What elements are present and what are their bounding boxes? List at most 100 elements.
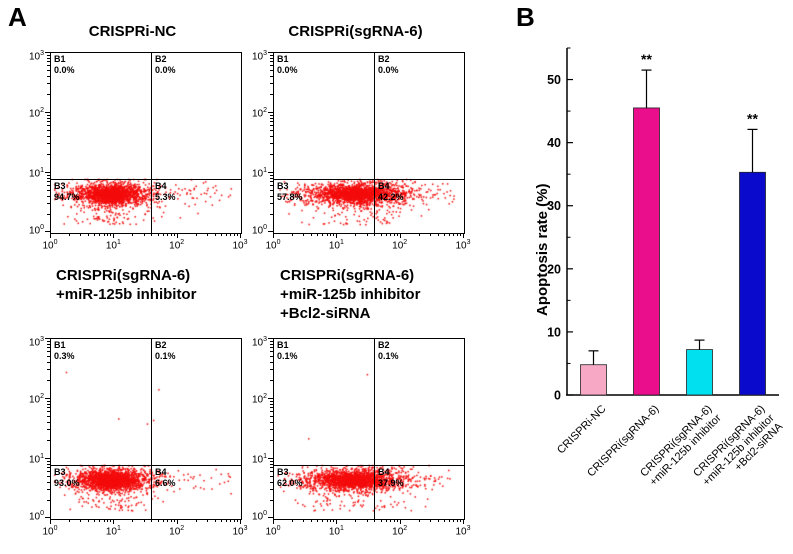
x-axis-minor-tick (157, 233, 159, 236)
x-axis-minor-tick (99, 519, 101, 522)
y-axis-minor-tick (270, 463, 273, 465)
y-tick-label: 50 (547, 73, 561, 87)
y-axis-minor-tick (47, 343, 50, 345)
y-axis-minor-tick (47, 125, 50, 127)
quadrant-label-b2: B2 0.1% (378, 340, 399, 361)
quadrant-name: B2 (378, 340, 390, 350)
x-tick-label: 102 (169, 525, 185, 538)
quadrant-name: B1 (277, 340, 289, 350)
y-axis-major-tick (268, 517, 273, 518)
quadrant-percentage: 0.0% (378, 64, 399, 75)
y-axis-minor-tick (47, 174, 50, 176)
quadrant-label-b3: B3 62.0% (277, 467, 303, 488)
y-axis-minor-tick (270, 499, 273, 501)
y-tick-label: 40 (547, 136, 561, 150)
y-axis-minor-tick (270, 135, 273, 137)
y-axis-minor-tick (47, 117, 50, 119)
quadrant-name: B2 (155, 340, 167, 350)
x-axis-minor-tick (88, 519, 90, 522)
y-axis-minor-tick (270, 379, 273, 381)
y-axis-major-tick (45, 458, 50, 459)
y-axis-minor-tick (47, 177, 50, 179)
flow-title-line: +Bcl2-siRNA (280, 305, 371, 322)
y-axis-minor-tick (47, 181, 50, 183)
y-axis-minor-tick (270, 343, 273, 345)
x-tick-label: 101 (105, 525, 121, 538)
y-axis-minor-tick (47, 499, 50, 501)
quadrant-label-b4: B4 42.2% (378, 181, 404, 202)
x-axis-minor-tick (389, 233, 391, 236)
y-axis-minor-tick (47, 121, 50, 123)
quadrant-name: B3 (54, 467, 66, 477)
flow-plot-sgrna6: B1 0.0% B2 0.0% B3 57.8% B4 42.2% 100 100 101 101 10… (243, 50, 471, 257)
quadrant-label-b4: B4 37.9% (378, 467, 404, 488)
x-axis-minor-tick (206, 233, 208, 236)
x-axis-major-tick (50, 233, 51, 238)
x-axis-minor-tick (206, 519, 208, 522)
quadrant-name: B2 (155, 54, 167, 64)
x-axis-minor-tick (80, 519, 82, 522)
x-axis-major-tick (240, 519, 241, 524)
x-axis-minor-tick (460, 519, 462, 522)
x-axis-minor-tick (132, 233, 134, 236)
x-axis-minor-tick (322, 233, 324, 236)
quadrant-name: B3 (54, 181, 66, 191)
significance-stars: ** (747, 110, 758, 126)
bar-3 (739, 171, 766, 396)
quadrant-label-b4: B4 5.3% (155, 181, 176, 202)
y-axis-minor-tick (47, 407, 50, 409)
quadrant-name: B4 (155, 181, 167, 191)
quadrant-label-b1: B1 0.1% (277, 340, 298, 361)
flow-title-line: +miR-125b inhibitor (280, 286, 421, 303)
x-axis-minor-tick (225, 519, 227, 522)
quadrant-hline (51, 465, 241, 466)
x-axis-minor-tick (94, 233, 96, 236)
x-axis-minor-tick (292, 519, 294, 522)
quadrant-percentage: 0.0% (155, 64, 176, 75)
y-axis-minor-tick (47, 400, 50, 402)
y-axis-major-tick (268, 398, 273, 399)
x-axis-minor-tick (225, 233, 227, 236)
quadrant-label-b3: B3 57.8% (277, 181, 303, 202)
y-axis-minor-tick (47, 114, 50, 116)
y-axis-minor-tick (270, 121, 273, 123)
x-axis-minor-tick (374, 519, 376, 522)
y-axis-minor-tick (47, 429, 50, 431)
y-axis-minor-tick (47, 361, 50, 363)
y-axis-minor-tick (270, 65, 273, 67)
quadrant-name: B4 (155, 467, 167, 477)
x-axis-minor-tick (195, 233, 197, 236)
y-tick-label: 102 (28, 107, 44, 120)
x-axis-minor-tick (322, 519, 324, 522)
x-axis-minor-tick (107, 519, 109, 522)
quadrant-label-b2: B2 0.0% (378, 54, 399, 75)
x-tick-label: 103 (232, 525, 248, 538)
x-axis-minor-tick (437, 233, 439, 236)
y-axis-major-tick (45, 338, 50, 339)
x-axis-minor-tick (366, 233, 368, 236)
x-axis-minor-tick (429, 233, 431, 236)
x-axis-minor-tick (233, 233, 235, 236)
y-axis-minor-tick (270, 471, 273, 473)
y-axis-minor-tick (47, 481, 50, 483)
y-axis-major-tick (45, 52, 50, 53)
y-axis-minor-tick (270, 181, 273, 183)
quadrant-percentage: 0.1% (378, 350, 399, 361)
y-axis-minor-tick (47, 61, 50, 63)
y-axis-minor-tick (270, 93, 273, 95)
x-axis-minor-tick (396, 233, 398, 236)
x-tick-label: 102 (392, 239, 408, 252)
y-tick-label: 101 (251, 453, 267, 466)
quadrant-name: B4 (378, 467, 390, 477)
flow-plot-box: B1 0.0% B2 0.0% B3 57.8% B4 42.2% (273, 52, 465, 234)
flow-scatter-dots (274, 339, 464, 519)
quadrant-name: B2 (378, 54, 390, 64)
x-axis-minor-tick (456, 519, 458, 522)
y-axis-minor-tick (270, 83, 273, 85)
y-axis-minor-tick (47, 463, 50, 465)
y-axis-minor-tick (47, 356, 50, 358)
x-axis-minor-tick (418, 233, 420, 236)
y-axis-major-tick (45, 112, 50, 113)
y-axis-minor-tick (270, 54, 273, 56)
